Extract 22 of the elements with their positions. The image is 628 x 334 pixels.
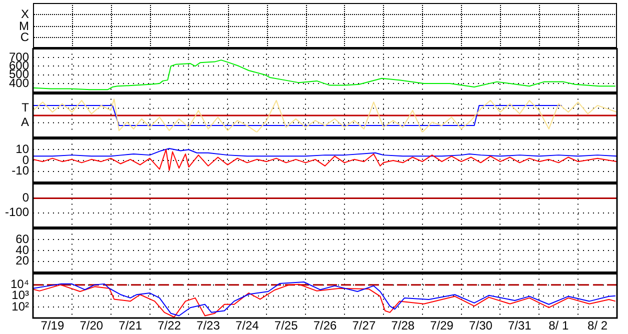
x-tick-label: 7/25 — [274, 318, 298, 333]
x-tick-label: 7/27 — [352, 318, 376, 333]
x-tick-label: 7/28 — [391, 318, 415, 333]
text: T — [22, 100, 30, 115]
text: X — [20, 7, 29, 21]
x-tick-label: 7/31 — [508, 318, 532, 333]
text: M — [19, 19, 29, 33]
x-tick-label: 7/29 — [430, 318, 454, 333]
x-tick-label: 7/20 — [80, 318, 104, 333]
y-tick-label: -100 — [4, 205, 30, 220]
x-tick-label: 7/26 — [313, 318, 337, 333]
x-tick-label: 8/ 2 — [588, 318, 608, 333]
x-tick-label: 7/23 — [196, 318, 220, 333]
x-tick-label: 7/30 — [469, 318, 493, 333]
x-tick-label: 7/24 — [235, 318, 260, 333]
x-tick-label: 7/21 — [118, 318, 142, 333]
y-tick-label: 0 — [22, 190, 30, 205]
text: A — [20, 115, 29, 130]
x-tick-label: 7/22 — [158, 318, 182, 333]
x-tick-label: 8/ 1 — [548, 318, 569, 333]
x-tick-label: 7/19 — [40, 318, 64, 333]
text: C — [20, 30, 29, 44]
